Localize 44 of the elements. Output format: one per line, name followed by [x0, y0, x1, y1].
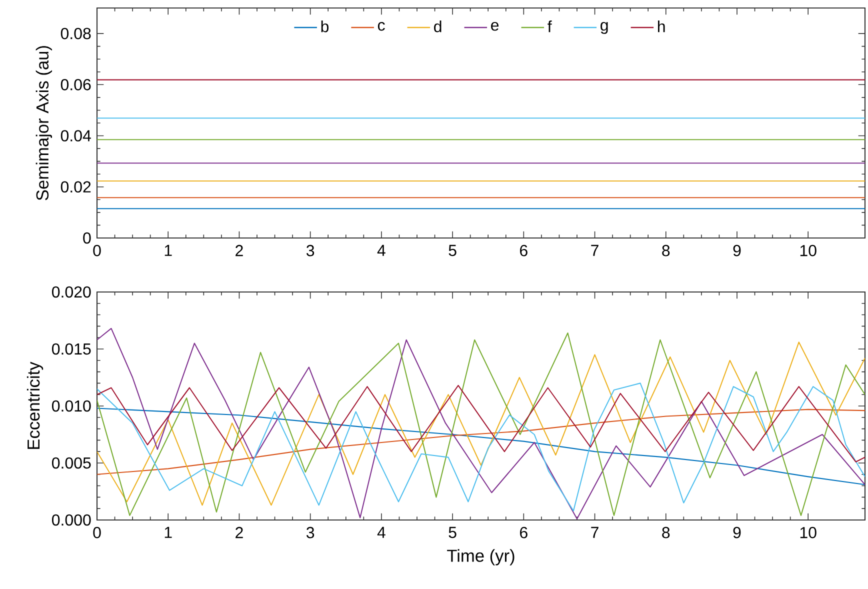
- y-tick-label: 0.06: [60, 79, 91, 90]
- y-tick-label: 0.08: [60, 28, 91, 40]
- x-tick-label: 3: [306, 526, 314, 538]
- legend-label: h: [658, 20, 665, 32]
- x-tick-label: 9: [733, 244, 741, 256]
- legend-label: b: [321, 20, 329, 32]
- x-tick-label: 4: [377, 526, 386, 538]
- y-tick-label: 0.04: [60, 130, 91, 142]
- legend-label: c: [378, 22, 385, 31]
- x-tick-label: 2: [236, 526, 243, 538]
- legend-label: e: [491, 22, 499, 31]
- y-tick-label: 0.02: [60, 181, 91, 193]
- x-tick-label: 8: [662, 244, 670, 256]
- legend-label: f: [548, 20, 552, 32]
- line-series: [97, 384, 865, 462]
- x-tick-label: 6: [520, 526, 528, 538]
- x-tick-label: 3: [306, 244, 314, 256]
- x-tick-label: 7: [591, 526, 598, 538]
- legend-label: d: [434, 20, 442, 32]
- x-tick-label: 2: [236, 244, 243, 256]
- x-tick-label: 1: [164, 244, 172, 256]
- y-tick-label: 0: [83, 232, 91, 244]
- x-tick-label: 9: [733, 526, 741, 538]
- y-tick-label: 0.020: [52, 286, 91, 298]
- y-axis-title: Eccentricity: [26, 362, 44, 449]
- x-tick-label: 7: [591, 244, 598, 256]
- x-tick-label: 5: [448, 526, 456, 538]
- x-tick-label: 5: [448, 244, 456, 256]
- x-tick-label: 0: [93, 244, 101, 256]
- x-tick-label: 6: [520, 244, 528, 256]
- y-tick-label: 0.010: [52, 400, 91, 412]
- y-tick-label: 0.015: [52, 343, 91, 355]
- legend-label: g: [600, 22, 608, 34]
- y-axis-title: Semimajor Axis (au): [36, 46, 52, 200]
- x-tick-label: 10: [800, 244, 816, 256]
- line-series: [97, 382, 865, 512]
- x-tick-label: 0: [93, 526, 101, 538]
- x-tick-label: 1: [164, 526, 172, 538]
- x-axis-title: Time (yr): [447, 549, 514, 566]
- y-tick-label: 0.000: [52, 514, 91, 526]
- x-tick-label: 4: [377, 244, 386, 256]
- x-tick-label: 10: [800, 526, 816, 538]
- y-tick-label: 0.005: [52, 457, 91, 469]
- x-tick-label: 8: [662, 526, 670, 538]
